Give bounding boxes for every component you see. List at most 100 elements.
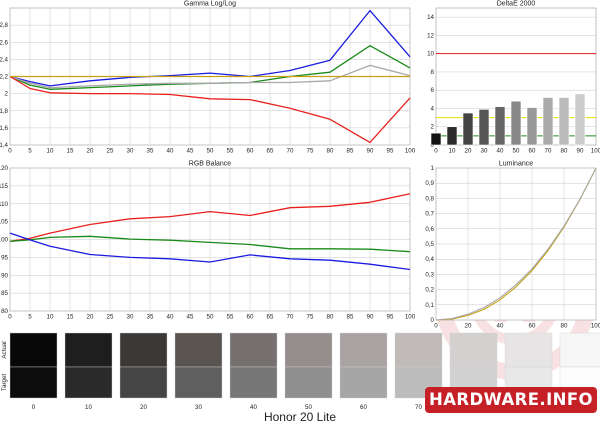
delta-bar	[542, 97, 554, 146]
x-tick-label: 70	[287, 148, 294, 155]
swatch-target	[174, 366, 223, 399]
x-tick-label: 0	[8, 314, 12, 321]
swatch-target	[229, 366, 278, 399]
y-tick-label: 80	[1, 308, 8, 315]
y-tick-label: 2	[431, 124, 435, 131]
y-tick-label: 1,6	[0, 125, 9, 132]
x-tick-label: 55	[227, 314, 234, 321]
x-tick-label: 90	[367, 314, 374, 321]
y-tick-label: 0	[431, 142, 435, 149]
x-tick-label: 20	[87, 314, 94, 321]
x-tick-label: 100	[591, 323, 600, 330]
x-tick-label: 45	[187, 314, 194, 321]
x-tick-label: 100	[591, 148, 600, 155]
x-tick-label: 0	[434, 323, 438, 330]
chart-title: DeltaE 2000	[497, 1, 536, 8]
swatch-label: 50	[305, 404, 312, 411]
y-tick-label: 0,7	[425, 211, 434, 218]
x-tick-label: 40	[497, 323, 504, 330]
swatch-label: 0	[32, 404, 36, 411]
x-tick-label: 15	[67, 314, 74, 321]
x-tick-label: 85	[347, 314, 354, 321]
y-tick-label: 100	[0, 237, 9, 244]
device-title: Honor 20 Lite	[263, 410, 337, 424]
x-tick-label: 60	[529, 323, 536, 330]
x-tick-label: 30	[127, 314, 134, 321]
y-tick-label: 1	[431, 165, 435, 172]
swatch-target	[64, 366, 113, 399]
x-tick-label: 55	[227, 148, 234, 155]
x-tick-label: 50	[207, 148, 214, 155]
series-line-blue	[9, 232, 411, 271]
x-tick-label: 40	[167, 314, 174, 321]
x-tick-label: 70	[545, 148, 552, 155]
x-tick-label: 60	[247, 314, 254, 321]
x-tick-label: 50	[513, 148, 520, 155]
x-tick-label: 30	[127, 148, 134, 155]
chart-title: Luminance	[499, 161, 533, 168]
x-tick-label: 100	[405, 314, 416, 321]
x-tick-label: 0	[8, 148, 12, 155]
x-tick-label: 95	[387, 148, 394, 155]
swatch-actual	[559, 332, 600, 368]
y-tick-label: 0	[431, 317, 435, 324]
swatch-label: 10	[85, 404, 92, 411]
swatch-actual	[284, 332, 333, 368]
y-tick-label: 10	[427, 51, 434, 58]
x-tick-label: 10	[47, 314, 54, 321]
series-line-blue	[9, 9, 411, 87]
x-tick-label: 30	[481, 148, 488, 155]
x-tick-label: 50	[207, 314, 214, 321]
x-tick-label: 10	[449, 148, 456, 155]
x-tick-label: 10	[47, 148, 54, 155]
x-tick-label: 35	[147, 314, 154, 321]
swatch-actual	[339, 332, 388, 368]
x-tick-label: 45	[187, 148, 194, 155]
swatch-target	[284, 366, 333, 399]
deltae-chart: DeltaE 2000 0 2 4 6 8 10 12 14 0 10 20 30 40 50 60 70 80 9…	[427, 1, 600, 155]
x-tick-label: 95	[387, 314, 394, 321]
row-label-target: Target	[1, 374, 8, 391]
y-tick-label: 2	[5, 91, 9, 98]
chart-title: Gamma Log/Log	[184, 1, 236, 8]
y-tick-label: 2,6	[0, 39, 9, 46]
x-tick-label: 5	[28, 314, 32, 321]
x-tick-label: 20	[465, 323, 472, 330]
y-tick-label: 14	[427, 14, 434, 21]
swatch-actual	[229, 332, 278, 368]
swatch-actual	[449, 332, 498, 368]
series-line-gray	[435, 167, 597, 321]
y-tick-label: 2,2	[0, 74, 9, 81]
y-tick-label: 8	[431, 69, 435, 76]
x-tick-label: 65	[267, 148, 274, 155]
gamma-chart: Gamma Log/Log 1,4 1,6 1,8 2 2,2 2,4 2,6 2,8 0 5 10 1…	[0, 1, 416, 155]
swatch-actual	[504, 332, 553, 368]
row-label-actual: Actual	[1, 341, 8, 358]
swatch-label: 40	[250, 404, 257, 411]
swatch-target	[9, 366, 58, 399]
y-tick-label: 0,8	[425, 195, 434, 202]
series-line-gray	[9, 64, 411, 89]
delta-bar	[526, 107, 538, 146]
x-tick-label: 60	[529, 148, 536, 155]
y-tick-label: 90	[1, 272, 8, 279]
series-line-red	[9, 193, 411, 242]
brand-logo: HARDWARE.INFO	[425, 387, 597, 413]
y-tick-label: 0,6	[425, 226, 434, 233]
y-tick-label: 0,4	[425, 256, 434, 263]
y-tick-label: 0,3	[425, 271, 434, 278]
rgb-balance-chart: RGB Balance 80 85 90 95 100 105 110 115 120 0 5 10 15…	[0, 161, 416, 321]
y-tick-label: 2,8	[0, 22, 9, 29]
y-tick-label: 120	[0, 165, 9, 172]
y-tick-label: 95	[1, 254, 8, 261]
x-tick-label: 75	[307, 148, 314, 155]
y-tick-label: 115	[0, 183, 9, 190]
x-tick-label: 5	[28, 148, 32, 155]
x-tick-label: 25	[107, 148, 114, 155]
x-tick-label: 40	[167, 148, 174, 155]
delta-bar	[574, 93, 586, 146]
x-tick-label: 40	[497, 148, 504, 155]
swatch-actual	[119, 332, 168, 368]
y-tick-label: 105	[0, 219, 9, 226]
